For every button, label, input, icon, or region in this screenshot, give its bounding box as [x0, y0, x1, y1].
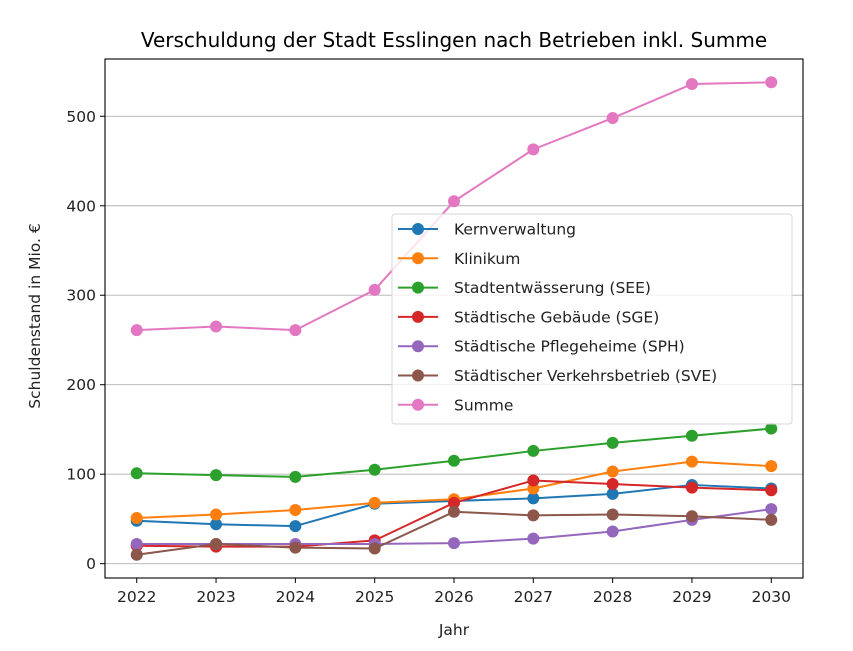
data-point [368, 283, 381, 296]
data-point [210, 537, 223, 550]
legend-item: Städtischer Verkehrsbetrieb (SVE) [398, 367, 717, 385]
data-point [685, 481, 698, 494]
data-point [448, 195, 460, 208]
data-point [606, 478, 619, 491]
data-point [289, 520, 302, 533]
data-point [368, 463, 381, 476]
legend-marker [412, 281, 424, 294]
data-point [685, 78, 698, 91]
data-point [765, 503, 778, 516]
x-tick-label: 2026 [434, 588, 473, 606]
series-städtischer-verkehrsbetrieb-sve [130, 505, 778, 561]
legend-marker [412, 252, 424, 265]
legend-item: Klinikum [398, 250, 520, 268]
data-point [606, 525, 619, 538]
data-point [765, 76, 778, 89]
data-point [368, 496, 381, 509]
x-tick-label: 2030 [752, 588, 791, 606]
legend-label: Städtische Gebäude (SGE) [454, 308, 659, 326]
data-point [685, 429, 698, 442]
data-point [130, 537, 143, 550]
series-layer [130, 76, 778, 561]
data-point [130, 467, 143, 480]
y-tick-label: 500 [66, 108, 96, 126]
y-tick-label: 400 [66, 197, 96, 215]
data-point [289, 541, 302, 554]
legend-marker [412, 369, 424, 382]
legend-item: Städtische Pflegeheime (SPH) [398, 338, 685, 356]
legend-item: Stadtentwässerung (SEE) [398, 279, 651, 297]
data-point [368, 542, 381, 555]
data-point [289, 324, 302, 337]
data-point [765, 513, 778, 526]
series-stadtentwässerung-see [130, 422, 778, 483]
y-tick-label: 100 [66, 466, 96, 484]
data-point [527, 492, 540, 505]
x-tick-label: 2023 [196, 588, 235, 606]
data-point [765, 484, 778, 497]
data-point [289, 503, 302, 516]
data-point [606, 508, 619, 521]
y-tick-label: 300 [66, 287, 96, 305]
data-point [606, 112, 619, 125]
data-point [448, 454, 460, 467]
x-tick-label: 2025 [355, 588, 394, 606]
data-point [527, 532, 540, 545]
data-point [448, 496, 460, 509]
y-tick-label: 200 [66, 376, 96, 394]
legend-marker [412, 340, 424, 353]
x-axis-label: Jahr [438, 621, 470, 639]
legend-label: Klinikum [454, 250, 520, 268]
data-point [606, 465, 619, 478]
y-tick-label: 0 [86, 555, 96, 573]
y-axis-label: Schuldenstand in Mio. € [26, 223, 44, 408]
legend-label: Kernverwaltung [454, 221, 576, 239]
legend-item: Summe [398, 396, 513, 414]
data-point [527, 509, 540, 522]
data-point [765, 460, 778, 473]
data-point [210, 469, 223, 482]
data-point [448, 505, 460, 518]
data-point [606, 436, 619, 449]
data-point [289, 470, 302, 483]
data-point [130, 548, 143, 561]
data-point [685, 455, 698, 468]
data-point [527, 444, 540, 457]
legend: Kernverwaltung Klinikum Stadtentwässerung … [391, 213, 793, 425]
data-point [606, 487, 619, 500]
data-point [210, 320, 223, 333]
legend-label: Summe [454, 396, 513, 414]
data-point [210, 518, 223, 531]
legend-label: Stadtentwässerung (SEE) [454, 279, 651, 297]
x-axis: 2022 2023 2024 2025 2026 2027 2028 2029 2030 [117, 578, 791, 606]
x-tick-label: 2022 [117, 588, 156, 606]
legend-item: Kernverwaltung [398, 221, 576, 239]
data-point [765, 422, 778, 435]
data-point [527, 474, 540, 487]
data-point [130, 512, 143, 525]
x-tick-label: 2024 [276, 588, 315, 606]
legend-marker [412, 310, 424, 323]
data-point [448, 537, 460, 550]
legend-item: Städtische Gebäude (SGE) [398, 308, 659, 326]
data-point [130, 324, 143, 337]
y-axis: 0 100 200 300 400 500 [66, 108, 105, 573]
data-point [685, 510, 698, 523]
legend-label: Städtische Pflegeheime (SPH) [454, 338, 685, 356]
legend-box [391, 213, 793, 425]
series-summe [130, 76, 778, 337]
x-tick-label: 2028 [593, 588, 632, 606]
x-tick-label: 2029 [672, 588, 711, 606]
legend-marker [412, 398, 424, 411]
legend-marker [412, 223, 424, 235]
chart-title: Verschuldung der Stadt Esslingen nach Be… [141, 28, 767, 52]
data-point [527, 143, 540, 156]
legend-label: Städtischer Verkehrsbetrieb (SVE) [454, 367, 717, 385]
x-tick-label: 2027 [514, 588, 553, 606]
data-point [210, 508, 223, 521]
